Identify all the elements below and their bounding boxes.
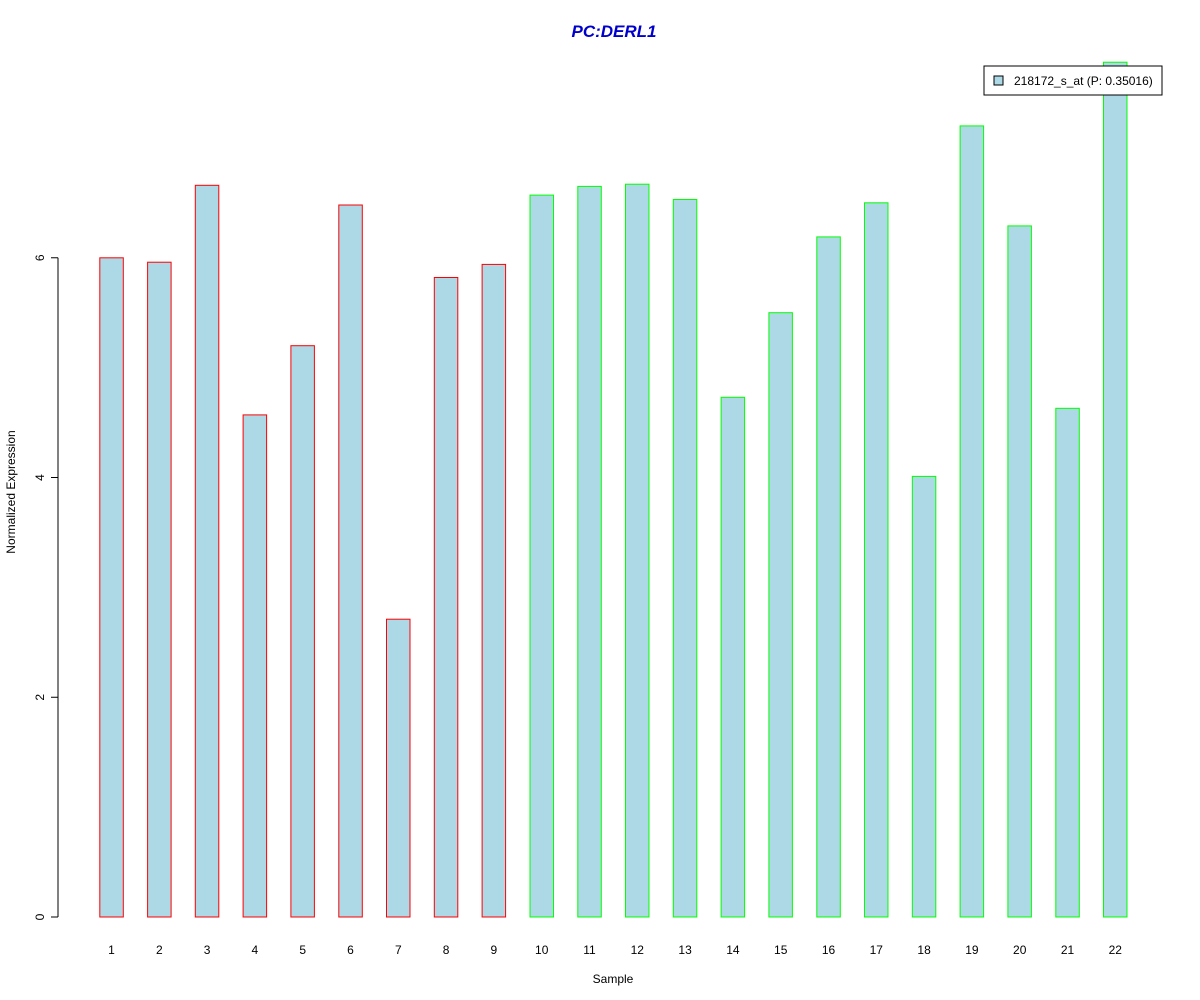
legend-swatch	[993, 75, 1004, 86]
bar-sample-6	[338, 204, 363, 918]
bar-sample-13	[672, 199, 698, 918]
x-tick-label: 7	[395, 943, 402, 957]
y-tick-label: 0	[33, 913, 47, 920]
bar-sample-20	[1007, 225, 1032, 918]
x-tick-label: 17	[870, 943, 884, 957]
x-tick-label: 19	[965, 943, 979, 957]
x-tick-label: 16	[822, 943, 836, 957]
y-axis-label: Normalized Expression	[4, 430, 18, 553]
x-tick-label: 22	[1109, 943, 1123, 957]
bar-sample-9	[481, 263, 507, 918]
bar-sample-11	[577, 185, 602, 918]
x-tick-label: 12	[631, 943, 645, 957]
y-axis	[51, 257, 59, 918]
bar-sample-21	[1055, 407, 1080, 918]
bar-sample-14	[720, 396, 746, 918]
x-tick-labels: 1 2 3 4 5 6 7 8 9 10 11 12 13 14 15 16 17 18 19 20 21 22	[108, 943, 1122, 957]
bar-sample-2	[147, 261, 172, 918]
x-tick-label: 6	[347, 943, 354, 957]
bar-sample-3	[194, 184, 220, 918]
x-tick-label: 8	[443, 943, 450, 957]
bar-sample-17	[864, 202, 889, 918]
bar-sample-8	[433, 277, 459, 918]
bar-sample-7	[386, 618, 411, 918]
bar-sample-22	[1103, 61, 1128, 918]
bar-sample-19	[959, 125, 985, 918]
y-tick-label: 4	[33, 474, 47, 481]
x-tick-label: 11	[583, 943, 596, 957]
bars	[99, 61, 1128, 918]
x-tick-label: 4	[252, 943, 259, 957]
x-tick-label: 5	[299, 943, 306, 957]
x-tick-label: 21	[1061, 943, 1075, 957]
bar-sample-5	[290, 345, 315, 918]
legend-box	[983, 65, 1163, 96]
legend-entry-label: 218172_s_at (P: 0.35016)	[1014, 74, 1153, 88]
x-tick-label: 18	[917, 943, 931, 957]
y-tick-label: 2	[33, 694, 47, 701]
bar-sample-12	[625, 183, 650, 918]
x-tick-label: 14	[726, 943, 740, 957]
bar-sample-4	[242, 414, 268, 918]
x-tick-label: 20	[1013, 943, 1027, 957]
x-tick-label: 15	[774, 943, 788, 957]
x-tick-label: 2	[156, 943, 163, 957]
bar-sample-16	[816, 236, 841, 918]
y-tick-labels: 0 2 4 6	[33, 254, 47, 920]
legend: 218172_s_at (P: 0.35016)	[983, 65, 1163, 96]
bar-sample-1	[99, 257, 124, 918]
y-tick-label: 6	[33, 254, 47, 261]
x-tick-label: 10	[535, 943, 549, 957]
bar-sample-10	[529, 194, 554, 918]
x-tick-label: 13	[678, 943, 692, 957]
bar-sample-15	[768, 312, 793, 918]
x-tick-label: 9	[491, 943, 498, 957]
x-axis-label: Sample	[593, 972, 634, 986]
bar-sample-18	[911, 475, 937, 918]
chart-title: PC:DERL1	[571, 22, 656, 41]
x-tick-label: 3	[204, 943, 211, 957]
x-tick-label: 1	[108, 943, 115, 957]
